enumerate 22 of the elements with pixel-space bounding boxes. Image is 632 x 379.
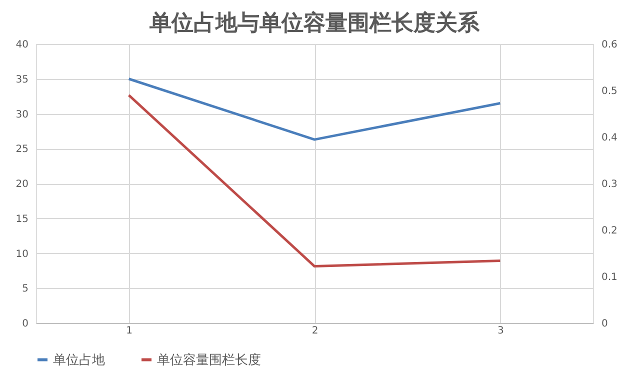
y-tick-label: 5	[22, 284, 28, 295]
y2-tick-label: 0	[602, 318, 608, 330]
y2-tick-label: 0.3	[602, 179, 618, 190]
y-tick-label: 30	[16, 109, 28, 120]
y-tick-label: 25	[16, 144, 28, 156]
y2-tick-label: 0.1	[602, 272, 618, 283]
x-tick-label: 1	[126, 326, 133, 336]
y2-tick-label: 0.4	[602, 132, 618, 144]
legend-label: 单位容量围栏长度	[157, 352, 261, 368]
y-tick-label: 0	[22, 318, 28, 330]
y-tick-label: 10	[16, 248, 28, 260]
y-tick-label: 35	[16, 74, 28, 86]
legend-label: 单位占地	[53, 352, 105, 368]
y2-tick-label: 0.5	[602, 86, 618, 97]
x-tick-label: 2	[312, 326, 318, 336]
y-tick-label: 40	[16, 40, 28, 50]
x-tick-label: 3	[497, 326, 504, 336]
y-tick-label: 20	[16, 179, 28, 190]
chart-title: 单位占地与单位容量围栏长度关系	[148, 10, 480, 36]
y2-tick-label: 0.2	[602, 226, 618, 236]
y-tick-label: 15	[16, 214, 28, 225]
y2-tick-label: 0.6	[602, 40, 618, 50]
